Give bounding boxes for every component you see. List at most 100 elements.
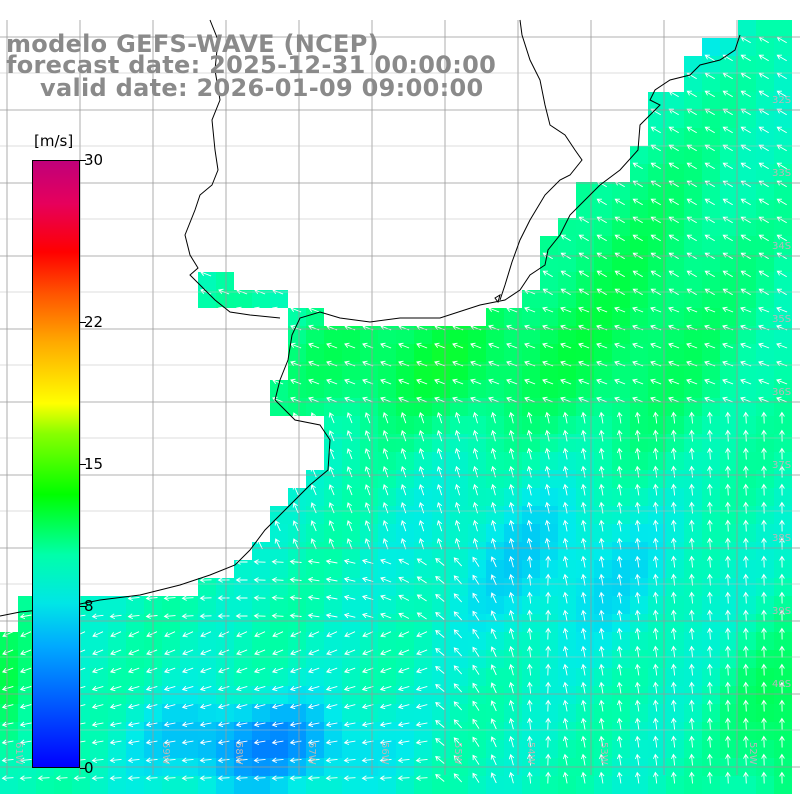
wind-arrow <box>545 735 551 748</box>
wind-speed-cell <box>720 686 738 704</box>
wind-arrow <box>598 447 605 460</box>
wind-arrow <box>254 649 266 656</box>
wind-speed-cell <box>414 506 432 524</box>
wind-speed-cell <box>594 596 612 614</box>
wind-speed-cell <box>486 776 504 794</box>
wind-arrow <box>526 483 533 496</box>
wind-arrow <box>779 609 785 622</box>
wind-speed-cell <box>756 380 774 398</box>
wind-arrow <box>670 591 677 604</box>
wind-speed-cell <box>378 488 396 506</box>
wind-speed-cell <box>468 524 486 542</box>
wind-arrow <box>761 555 767 568</box>
colorbar-tick-mark <box>80 464 86 465</box>
wind-arrow <box>253 559 266 565</box>
wind-arrow <box>435 683 445 692</box>
wind-speed-cell <box>288 380 306 398</box>
wind-arrow <box>524 342 536 349</box>
wind-speed-cell <box>720 416 738 434</box>
wind-arrow <box>362 396 374 403</box>
wind-arrow <box>670 483 677 496</box>
wind-speed-cell <box>684 578 702 596</box>
wind-speed-cell <box>198 272 216 290</box>
wind-speed-cell <box>756 668 774 686</box>
wind-speed-cell <box>756 56 774 74</box>
wind-speed-cell <box>450 596 468 614</box>
wind-arrow <box>632 180 643 188</box>
wind-speed-cell <box>522 452 540 470</box>
wind-arrow <box>689 501 695 514</box>
wind-speed-cell <box>738 164 756 182</box>
wind-arrow <box>254 306 266 313</box>
wind-speed-cell <box>216 650 234 668</box>
wind-speed-cell <box>522 722 540 740</box>
wind-speed-cell <box>666 776 684 794</box>
colorbar-tick-label: 30 <box>84 151 104 169</box>
wind-arrow <box>562 411 569 424</box>
wind-speed-cell <box>324 668 342 686</box>
wind-arrow <box>545 573 551 586</box>
wind-arrow <box>776 216 787 224</box>
wind-speed-cell <box>540 326 558 344</box>
wind-arrow <box>508 555 515 568</box>
wind-arrow <box>398 612 410 619</box>
wind-speed-cell <box>594 560 612 578</box>
wind-arrow <box>19 667 32 674</box>
wind-arrow <box>545 627 551 640</box>
wind-speed-cell <box>630 560 648 578</box>
wind-arrow <box>704 198 715 206</box>
wind-speed-cell <box>702 380 720 398</box>
wind-speed-cell <box>684 632 702 650</box>
wind-arrow <box>598 483 605 496</box>
wind-speed-cell <box>504 650 522 668</box>
wind-arrow <box>415 685 428 692</box>
wind-speed-cell <box>270 542 288 560</box>
wind-arrow <box>689 429 695 442</box>
wind-arrow <box>19 739 32 746</box>
wind-speed-cell <box>666 362 684 380</box>
wind-arrow <box>668 216 679 224</box>
wind-arrow <box>181 595 194 601</box>
lat-lon-grid <box>0 20 800 775</box>
wind-arrow <box>1 757 14 764</box>
wind-speed-cell <box>18 722 36 740</box>
wind-speed-cell <box>756 128 774 146</box>
wind-speed-cell <box>414 650 432 668</box>
wind-arrow <box>580 465 587 478</box>
wind-arrow <box>380 396 392 403</box>
wind-arrow <box>325 775 338 781</box>
wind-speed-cell <box>468 722 486 740</box>
wind-arrow <box>109 775 122 781</box>
wind-arrow <box>652 771 659 784</box>
wind-arrow <box>652 429 659 442</box>
wind-speed-cell <box>576 236 594 254</box>
wind-speed-cell <box>396 416 414 434</box>
wind-arrow <box>271 703 284 710</box>
wind-arrow <box>652 681 659 694</box>
wind-arrow <box>560 306 572 313</box>
wind-speed-cell <box>540 452 558 470</box>
wind-arrow <box>740 396 752 403</box>
wind-arrow <box>632 378 644 385</box>
wind-arrow <box>542 396 554 403</box>
wind-arrow <box>472 718 480 729</box>
wind-speed-cell <box>774 110 792 128</box>
wind-arrow <box>650 162 661 170</box>
wind-speed-cell <box>342 704 360 722</box>
wind-speed-cell <box>468 686 486 704</box>
wind-speed-cell <box>360 614 378 632</box>
wind-speed-cell <box>648 560 666 578</box>
wind-arrow <box>490 429 497 442</box>
wind-speed-cell <box>648 308 666 326</box>
wind-speed-cell <box>324 380 342 398</box>
wind-speed-cell <box>738 200 756 218</box>
wind-speed-cell <box>162 614 180 632</box>
wind-arrow <box>614 378 626 385</box>
wind-speed-cell <box>522 470 540 488</box>
wind-arrow <box>434 342 446 349</box>
wind-arrow <box>578 342 590 349</box>
wind-speed-cell <box>468 344 486 362</box>
wind-speed-cell <box>612 614 630 632</box>
wind-arrow <box>779 573 785 586</box>
wind-arrow <box>634 447 641 460</box>
